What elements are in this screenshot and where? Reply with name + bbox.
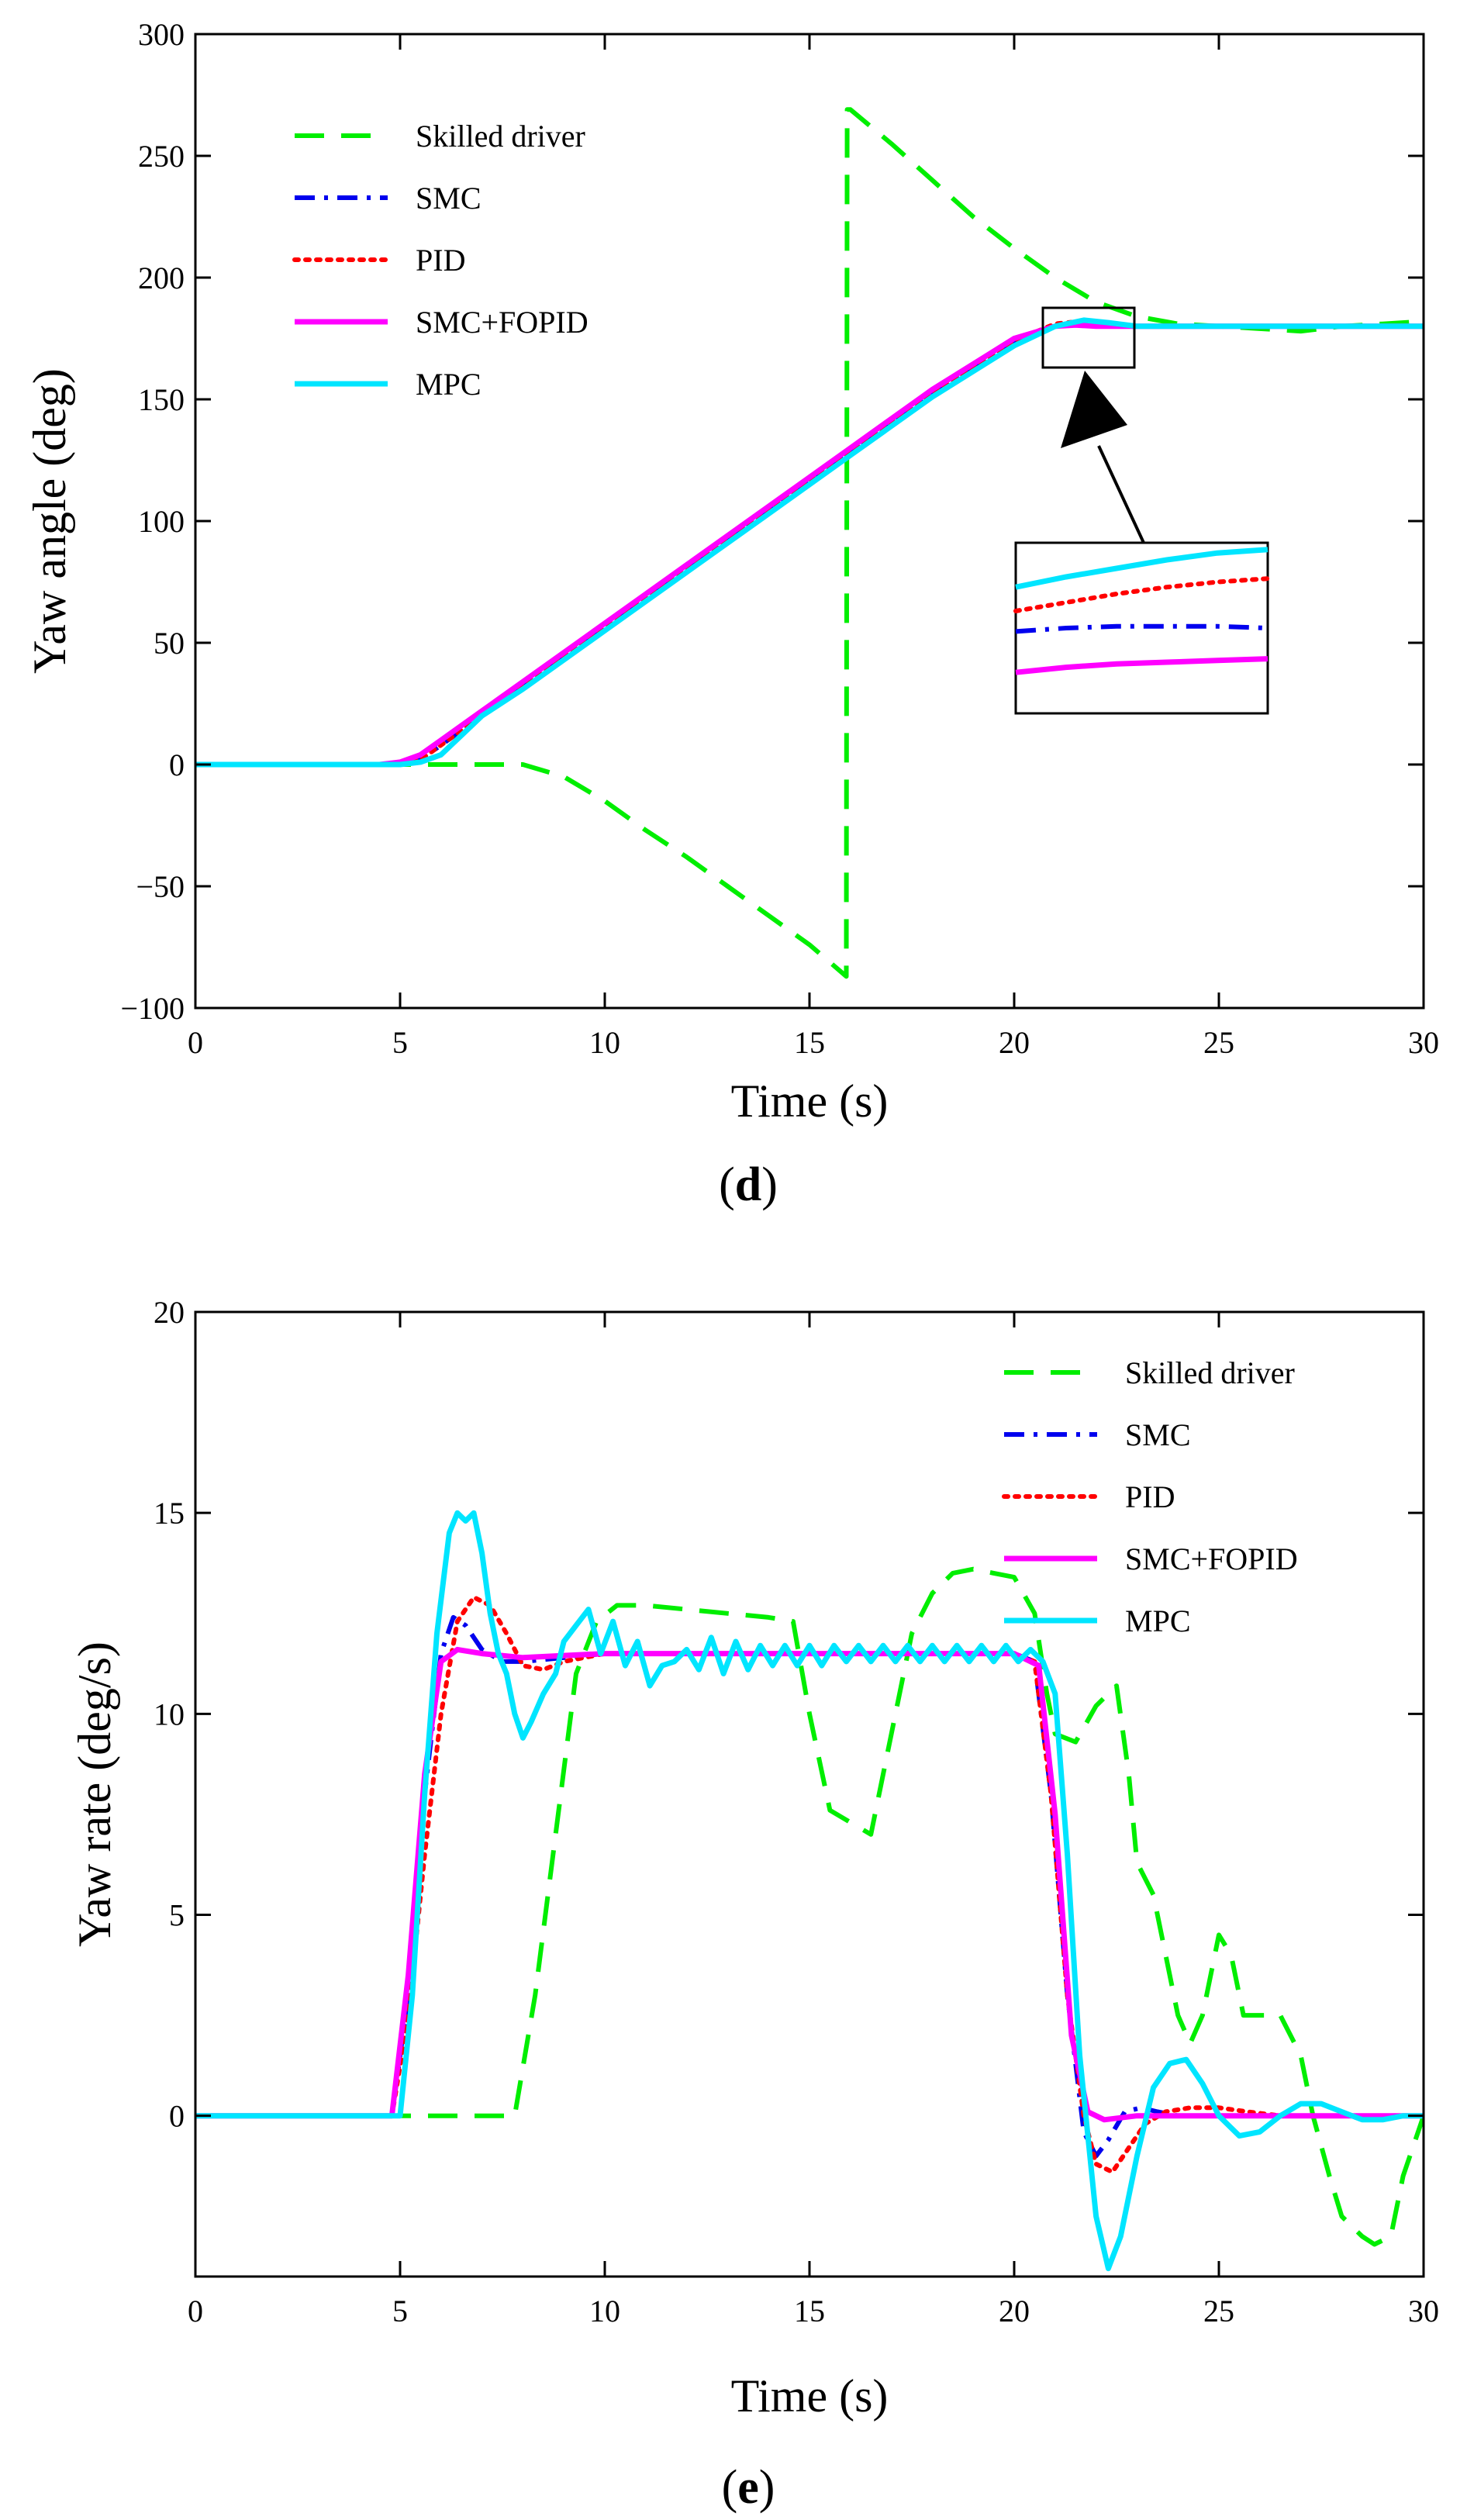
x-tick-label: 0 xyxy=(188,2294,203,2328)
series-line-pid xyxy=(195,1595,1424,2175)
legend-label-pid: PID xyxy=(416,243,465,278)
series-line-skilled-driver xyxy=(195,1566,1424,2247)
y-tick-label: 20 xyxy=(154,1295,185,1330)
y-tick-label: 50 xyxy=(154,626,185,661)
y-tick-label: 200 xyxy=(138,261,185,295)
x-tick-label: 5 xyxy=(392,1025,408,1060)
x-axis-label: Time (s) xyxy=(731,1075,889,1127)
series-line-smc-fopid xyxy=(195,322,1424,768)
legend-label-smc: SMC xyxy=(1125,1417,1191,1452)
y-tick-label: 0 xyxy=(169,747,185,782)
legend-label-smc-fopid: SMC+FOPID xyxy=(416,305,589,340)
y-tick-label: −50 xyxy=(136,869,185,904)
y-tick-label: 0 xyxy=(169,2099,185,2134)
legend: Skilled driver SMC PID SMC+FOPID MPC xyxy=(1002,1355,1298,1638)
x-tick-label: 30 xyxy=(1408,1025,1439,1060)
y-tick-label: 100 xyxy=(138,504,185,539)
x-tick-label: 15 xyxy=(794,1025,825,1060)
zoom-arrow-line xyxy=(1097,445,1145,544)
chart-panel-d: 0 5 10 15 20 25 30 −100 −50 0 50 100 150 200 250 300 Tim… xyxy=(24,17,1439,1127)
inset-box xyxy=(1014,541,1269,715)
legend-label-skilled-driver: Skilled driver xyxy=(1125,1355,1295,1390)
series-line-smc xyxy=(195,1614,1424,2159)
x-axis-label: Time (s) xyxy=(731,2370,889,2422)
legend-label-smc: SMC xyxy=(416,181,482,216)
series-line-mpc xyxy=(195,317,1424,768)
y-axis-label: Yaw rate (deg/s) xyxy=(69,1641,120,1947)
y-tick-label: 10 xyxy=(154,1697,185,1731)
x-tick-label: 0 xyxy=(188,1025,203,1060)
legend-label-skilled-driver: Skilled driver xyxy=(416,119,585,154)
caption-d: (d) xyxy=(719,1158,778,1211)
legend-label-pid: PID xyxy=(1125,1479,1175,1514)
y-tick-label: 250 xyxy=(138,139,185,174)
y-tick-label: 300 xyxy=(138,17,185,52)
x-tick-label: 25 xyxy=(1203,2294,1234,2328)
x-tick-label: 30 xyxy=(1408,2294,1439,2328)
plot-frame xyxy=(194,1310,1425,2278)
x-tick-label: 5 xyxy=(392,2294,408,2328)
x-tick-label: 10 xyxy=(589,2294,620,2328)
x-tick-label: 10 xyxy=(589,1025,620,1060)
chart-panel-e: 0 5 10 15 20 25 30 0 5 10 15 20 Time (s) Yaw rate (de… xyxy=(69,1295,1439,2422)
y-tick-label: 5 xyxy=(169,1898,185,1933)
plot-frame xyxy=(194,33,1425,1010)
x-tick-label: 20 xyxy=(999,1025,1030,1060)
legend-label-smc-fopid: SMC+FOPID xyxy=(1125,1541,1298,1576)
zoom-region-box xyxy=(1041,306,1136,369)
legend: Skilled driver SMC PID SMC+FOPID MPC xyxy=(292,119,589,402)
y-axis-label: Yaw angle (deg) xyxy=(24,368,75,674)
x-tick-label: 20 xyxy=(999,2294,1030,2328)
y-tick-label: 15 xyxy=(154,1496,185,1531)
x-tick-label: 15 xyxy=(794,2294,825,2328)
caption-e: (e) xyxy=(722,2461,775,2514)
inset-line-pid xyxy=(1013,576,1270,613)
y-tick-label: 150 xyxy=(138,382,185,417)
series-line-mpc xyxy=(195,1510,1424,2272)
x-tick-label: 25 xyxy=(1203,1025,1234,1060)
inset-line-mpc xyxy=(1015,547,1269,590)
zoom-arrow-head xyxy=(1061,371,1127,448)
legend-label-mpc: MPC xyxy=(416,367,482,402)
y-tick-label: −100 xyxy=(120,991,185,1026)
inset-line-smc-fopid xyxy=(1015,656,1269,675)
legend-label-mpc: MPC xyxy=(1125,1603,1191,1638)
